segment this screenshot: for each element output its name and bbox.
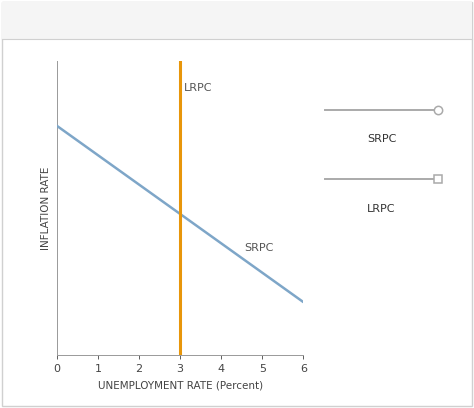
Text: ?: ? — [428, 15, 435, 28]
Text: SRPC: SRPC — [367, 134, 396, 144]
Text: LRPC: LRPC — [367, 204, 396, 214]
X-axis label: UNEMPLOYMENT RATE (Percent): UNEMPLOYMENT RATE (Percent) — [98, 381, 263, 391]
Y-axis label: INFLATION RATE: INFLATION RATE — [41, 166, 51, 250]
Text: LRPC: LRPC — [184, 82, 213, 93]
Text: SRPC: SRPC — [244, 243, 273, 253]
